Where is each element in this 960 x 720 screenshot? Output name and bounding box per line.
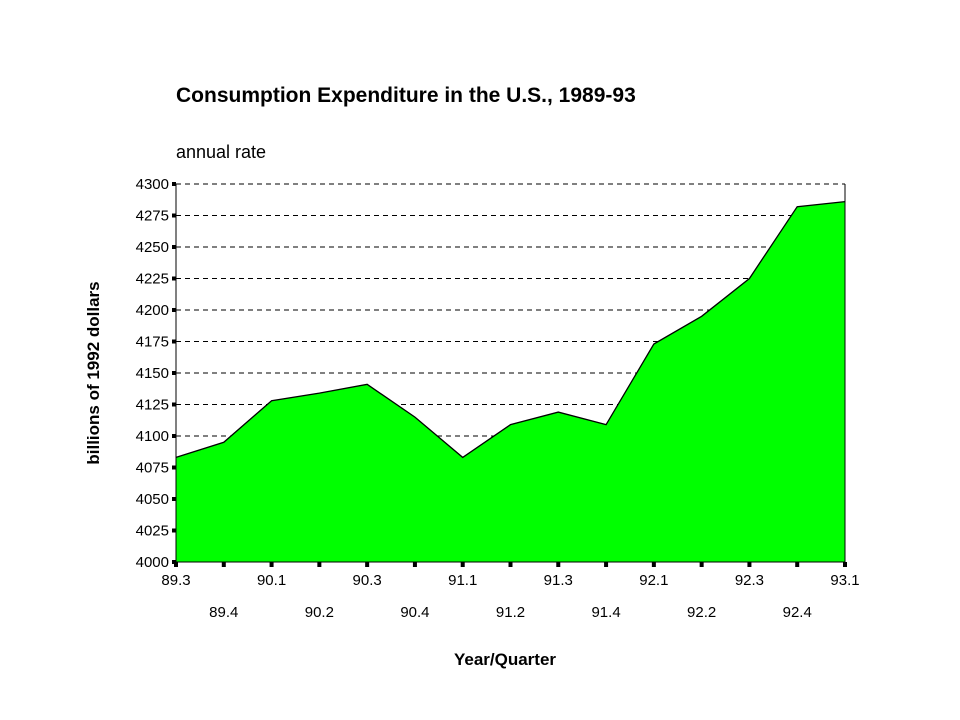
y-tick-mark [172, 213, 176, 218]
y-tick-label: 4275 [136, 208, 169, 225]
x-tick-labels: 89.3 89.4 90.1 90.2 90.3 90.4 91.1 91.2 91.3 91.4… [161, 572, 859, 621]
x-tick-mark [460, 562, 465, 567]
x-tick-mark [795, 562, 800, 567]
x-tick-label: 92.4 [783, 604, 812, 621]
x-tick-mark [651, 562, 656, 567]
x-tick-mark [699, 562, 704, 567]
x-tick-label: 89.4 [209, 604, 238, 621]
y-tick-mark [172, 276, 176, 281]
x-tick-label: 92.1 [639, 572, 668, 589]
series-area [176, 201, 845, 562]
y-tick-label: 4025 [136, 523, 169, 540]
x-tick-mark [365, 562, 370, 567]
y-tick-mark [172, 182, 176, 186]
y-tick-label: 4125 [136, 397, 169, 414]
x-tick-label: 90.1 [257, 572, 286, 589]
y-tick-labels: 4000 4025 4050 4075 4100 4125 4150 4175 4200 4225… [136, 176, 169, 571]
y-tick-label: 4175 [136, 334, 169, 351]
y-tick-mark [172, 371, 176, 375]
x-tick-mark [412, 562, 417, 567]
x-tick-mark [221, 562, 226, 567]
x-tick-label: 91.2 [496, 604, 525, 621]
y-axis-label: billions of 1992 dollars [84, 281, 103, 464]
chart-title: Consumption Expenditure in the U.S., 198… [176, 84, 636, 107]
x-tick-label: 90.2 [305, 604, 334, 621]
y-tick-mark [172, 465, 176, 470]
x-tick-label: 91.3 [544, 572, 573, 589]
x-tick-label: 92.2 [687, 604, 716, 621]
x-tick-mark [317, 562, 322, 567]
y-tick-mark [172, 245, 176, 249]
x-tick-mark [747, 562, 752, 567]
y-tick-mark [172, 339, 176, 344]
x-tick-mark [604, 562, 609, 567]
y-tick-mark [172, 402, 176, 407]
y-tick-mark [172, 528, 176, 533]
y-tick-mark [172, 308, 176, 312]
y-tick-mark [172, 434, 176, 438]
chart-subtitle: annual rate [176, 142, 266, 162]
x-tick-mark [508, 562, 513, 567]
y-tick-label: 4075 [136, 460, 169, 477]
axes [172, 182, 847, 567]
x-tick-mark [269, 562, 274, 567]
y-tick-label: 4100 [136, 428, 169, 445]
y-tick-mark [172, 497, 176, 501]
y-tick-label: 4050 [136, 491, 169, 508]
x-tick-label: 93.1 [830, 572, 859, 589]
x-tick-label: 91.1 [448, 572, 477, 589]
x-tick-label: 91.4 [591, 604, 620, 621]
y-tick-label: 4300 [136, 176, 169, 193]
y-tick-label: 4200 [136, 302, 169, 319]
x-tick-label: 89.3 [161, 572, 190, 589]
x-axis-label: Year/Quarter [454, 650, 556, 669]
series-line [175, 200, 846, 459]
y-tick-label: 4225 [136, 271, 169, 288]
x-tick-mark [843, 562, 847, 567]
y-tick-label: 4150 [136, 365, 169, 382]
y-tick-label: 4250 [136, 239, 169, 256]
x-tick-label: 90.4 [400, 604, 429, 621]
x-tick-mark [556, 562, 561, 567]
x-tick-label: 92.3 [735, 572, 764, 589]
x-tick-label: 90.3 [353, 572, 382, 589]
x-tick-mark [174, 562, 178, 567]
y-tick-label: 4000 [136, 554, 169, 571]
